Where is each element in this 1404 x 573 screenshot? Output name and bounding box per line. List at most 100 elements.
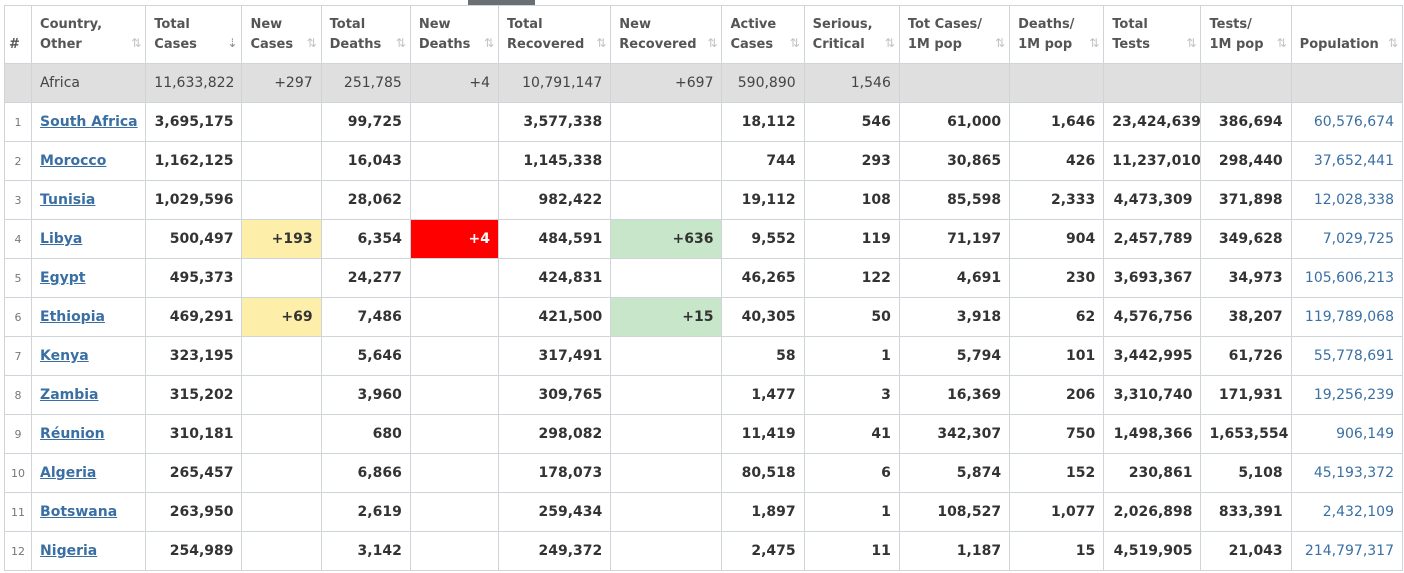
country-link[interactable]: Botswana xyxy=(40,504,118,520)
new-deaths-cell xyxy=(409,453,500,493)
country-link[interactable]: Kenya xyxy=(40,348,89,364)
new-deaths-cell xyxy=(409,141,500,181)
serious-cell: 3 xyxy=(803,375,900,415)
column-header-12[interactable]: Total Tests ⇅ xyxy=(1103,5,1202,64)
column-header-0[interactable]: # xyxy=(3,5,33,64)
serious-cell: 11 xyxy=(803,531,900,571)
continent-tests-per-m xyxy=(1200,63,1292,103)
sort-icon[interactable]: ⇅ xyxy=(1089,36,1099,50)
column-header-10[interactable]: Tot Cases/1M pop ⇅ xyxy=(898,5,1011,64)
tests-per-m-cell: 833,391 xyxy=(1200,492,1292,532)
column-header-label-line1: Total xyxy=(1112,16,1148,32)
population-cell[interactable]: 119,789,068 xyxy=(1290,297,1404,337)
population-cell[interactable]: 214,797,317 xyxy=(1290,531,1404,571)
table-row: 3 Tunisia 1,029,596 28,062 982,422 19,112 108 8… xyxy=(3,180,1404,220)
country-cell: Libya xyxy=(31,219,147,259)
country-link[interactable]: Réunion xyxy=(40,426,105,442)
sort-icon[interactable]: ⇅ xyxy=(1186,36,1196,50)
covid-stats-table: # Country, Other ⇅ Total Cases ⇣ New Cases ⇅ Total… xyxy=(3,5,1404,571)
column-header-label-line1: Total xyxy=(154,16,190,32)
tests-per-m-cell: 298,440 xyxy=(1200,141,1292,181)
new-recovered-cell: +636 xyxy=(610,219,723,259)
serious-cell: 546 xyxy=(803,102,900,142)
new-recovered-cell xyxy=(610,141,723,181)
cases-per-m-cell: 5,874 xyxy=(898,453,1011,493)
population-cell[interactable]: 12,028,338 xyxy=(1290,180,1404,220)
population-cell[interactable]: 45,193,372 xyxy=(1290,453,1404,493)
country-link[interactable]: Zambia xyxy=(40,387,99,403)
sort-icon[interactable]: ⇣ xyxy=(227,36,237,50)
sort-icon[interactable]: ⇅ xyxy=(707,36,717,50)
active-cases-cell: 18,112 xyxy=(721,102,805,142)
sort-icon[interactable]: ⇅ xyxy=(596,36,606,50)
total-deaths-cell: 16,043 xyxy=(320,141,411,181)
sort-icon[interactable]: ⇅ xyxy=(395,36,406,50)
sort-icon[interactable]: ⇅ xyxy=(789,36,800,50)
population-cell[interactable]: 906,149 xyxy=(1290,414,1404,454)
sort-icon[interactable]: ⇅ xyxy=(306,36,317,50)
total-cases-cell: 1,029,596 xyxy=(145,180,243,220)
column-header-label-line1: Tests/ xyxy=(1209,16,1252,32)
column-header-label-line2: Deaths xyxy=(329,36,382,52)
column-header-11[interactable]: Deaths/1M pop ⇅ xyxy=(1009,5,1105,64)
column-header-3[interactable]: New Cases ⇅ xyxy=(241,5,322,64)
column-header-9[interactable]: Serious, Critical ⇅ xyxy=(803,5,900,64)
country-link[interactable]: Algeria xyxy=(40,465,97,481)
column-header-label-line1: Country, xyxy=(40,16,103,32)
country-link[interactable]: Tunisia xyxy=(40,192,96,208)
table-row: 9 Réunion 310,181 680 298,082 11,419 41 342,307… xyxy=(3,414,1404,454)
total-recovered-cell: 1,145,338 xyxy=(498,141,612,181)
sort-icon[interactable]: ⇅ xyxy=(995,36,1005,50)
new-recovered-cell xyxy=(610,453,723,493)
column-header-label: Population xyxy=(1300,15,1394,55)
table-row: 10 Algeria 265,457 6,866 178,073 80,518 6 5,874… xyxy=(3,453,1404,493)
cases-per-m-cell: 61,000 xyxy=(898,102,1011,142)
total-deaths-cell: 6,354 xyxy=(320,219,411,259)
sort-icon[interactable]: ⇅ xyxy=(131,36,141,50)
sort-icon[interactable]: ⇅ xyxy=(483,36,494,50)
column-header-5[interactable]: New Deaths ⇅ xyxy=(409,5,500,64)
population-cell[interactable]: 2,432,109 xyxy=(1290,492,1404,532)
column-header-4[interactable]: Total Deaths ⇅ xyxy=(320,5,411,64)
rank-cell: 10 xyxy=(3,453,33,493)
cases-per-m-cell: 3,918 xyxy=(898,297,1011,337)
column-header-2[interactable]: Total Cases ⇣ xyxy=(145,5,243,64)
population-cell[interactable]: 37,652,441 xyxy=(1290,141,1404,181)
column-header-1[interactable]: Country, Other ⇅ xyxy=(31,5,147,64)
column-header-14[interactable]: Population ⇅ xyxy=(1290,5,1404,64)
population-cell[interactable]: 55,778,691 xyxy=(1290,336,1404,376)
country-cell: Tunisia xyxy=(31,180,147,220)
country-link[interactable]: Ethiopia xyxy=(40,309,105,325)
country-cell: Egypt xyxy=(31,258,147,298)
sort-icon[interactable]: ⇅ xyxy=(1276,36,1287,50)
population-cell[interactable]: 60,576,674 xyxy=(1290,102,1404,142)
total-recovered-cell: 249,372 xyxy=(498,531,612,571)
tests-per-m-cell: 34,973 xyxy=(1200,258,1292,298)
country-link[interactable]: South Africa xyxy=(40,114,138,130)
column-header-label-line2: 1M pop xyxy=(1018,36,1073,52)
new-deaths-cell xyxy=(409,531,500,571)
column-header-7[interactable]: New Recovered ⇅ xyxy=(610,5,723,64)
total-tests-cell: 3,310,740 xyxy=(1103,375,1202,415)
country-link[interactable]: Morocco xyxy=(40,153,107,169)
sort-icon[interactable]: ⇅ xyxy=(884,36,895,50)
column-header-label: New Cases xyxy=(250,15,312,55)
continent-total-cases: 11,633,822 xyxy=(145,63,243,103)
population-cell[interactable]: 7,029,725 xyxy=(1290,219,1404,259)
country-link[interactable]: Egypt xyxy=(40,270,86,286)
column-header-13[interactable]: Tests/1M pop ⇅ xyxy=(1200,5,1292,64)
table-row: 4 Libya 500,497 +193 6,354 +4 484,591 +636 9,552… xyxy=(3,219,1404,259)
population-cell[interactable]: 105,606,213 xyxy=(1290,258,1404,298)
country-cell: Kenya xyxy=(31,336,147,376)
sort-icon[interactable]: ⇅ xyxy=(1387,36,1398,50)
serious-cell: 119 xyxy=(803,219,900,259)
column-header-6[interactable]: Total Recovered ⇅ xyxy=(498,5,612,64)
cases-per-m-cell: 16,369 xyxy=(898,375,1011,415)
country-link[interactable]: Libya xyxy=(40,231,83,247)
country-cell: Botswana xyxy=(31,492,147,532)
population-cell[interactable]: 19,256,239 xyxy=(1290,375,1404,415)
column-header-label-line1: Total xyxy=(507,16,543,32)
country-link[interactable]: Nigeria xyxy=(40,543,98,559)
total-recovered-cell: 424,831 xyxy=(498,258,612,298)
column-header-8[interactable]: Active Cases ⇅ xyxy=(721,5,805,64)
